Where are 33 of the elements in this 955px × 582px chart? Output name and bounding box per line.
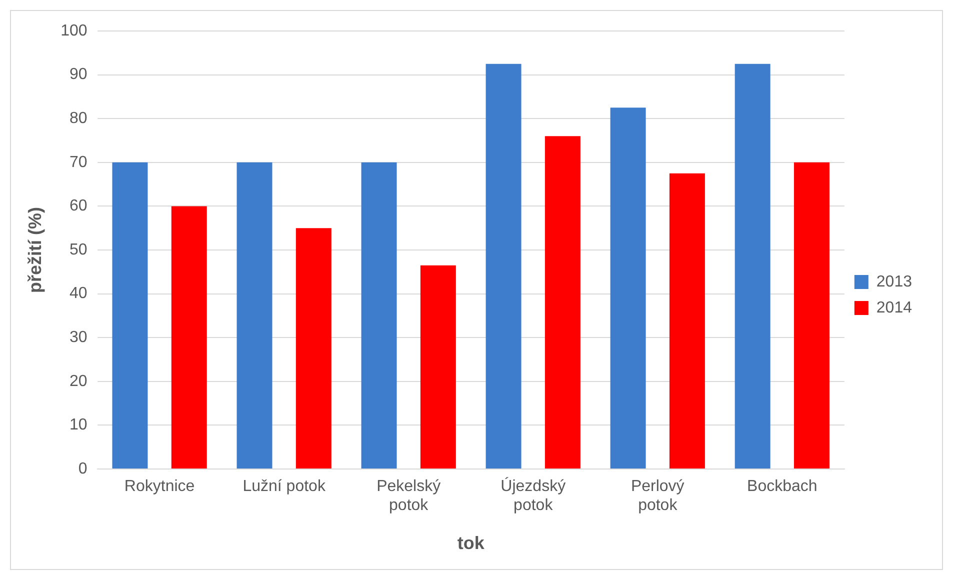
x-tick-label: Rokytnice <box>124 478 195 496</box>
x-axis-title: tok <box>457 533 486 554</box>
bar <box>610 108 646 468</box>
y-tick-label: 70 <box>70 154 88 171</box>
y-tick-label: 20 <box>70 372 88 390</box>
bar <box>296 228 332 468</box>
x-tick-label: Pekelský potok <box>376 478 441 514</box>
bar <box>544 136 580 468</box>
legend-label: 2014 <box>876 299 912 316</box>
y-tick-label: 100 <box>60 22 88 40</box>
y-tick-label: 10 <box>70 416 88 434</box>
bar <box>236 162 272 468</box>
x-tick-label: Perlový potok <box>630 478 684 514</box>
y-tick-label: 80 <box>70 110 88 128</box>
bar <box>486 64 522 468</box>
x-tick-label: Lužní potok <box>242 478 326 496</box>
bar <box>420 265 456 468</box>
bar <box>361 162 397 468</box>
y-tick-label: 60 <box>70 198 88 215</box>
bar <box>794 162 830 468</box>
bar <box>171 206 207 468</box>
bar <box>669 173 705 468</box>
y-tick-label: 40 <box>70 285 88 302</box>
legend-label: 2013 <box>876 273 912 290</box>
y-axis-title: přežití (%) <box>24 206 45 294</box>
y-tick-label: 50 <box>70 241 88 258</box>
x-tick-label: Újezdský potok <box>500 477 566 514</box>
y-tick-label: 0 <box>78 460 88 478</box>
bar <box>112 162 148 468</box>
x-tick-label: Bockbach <box>747 478 818 496</box>
y-tick-label: 30 <box>70 329 88 346</box>
bar <box>734 64 770 468</box>
y-tick-label: 90 <box>70 66 88 84</box>
